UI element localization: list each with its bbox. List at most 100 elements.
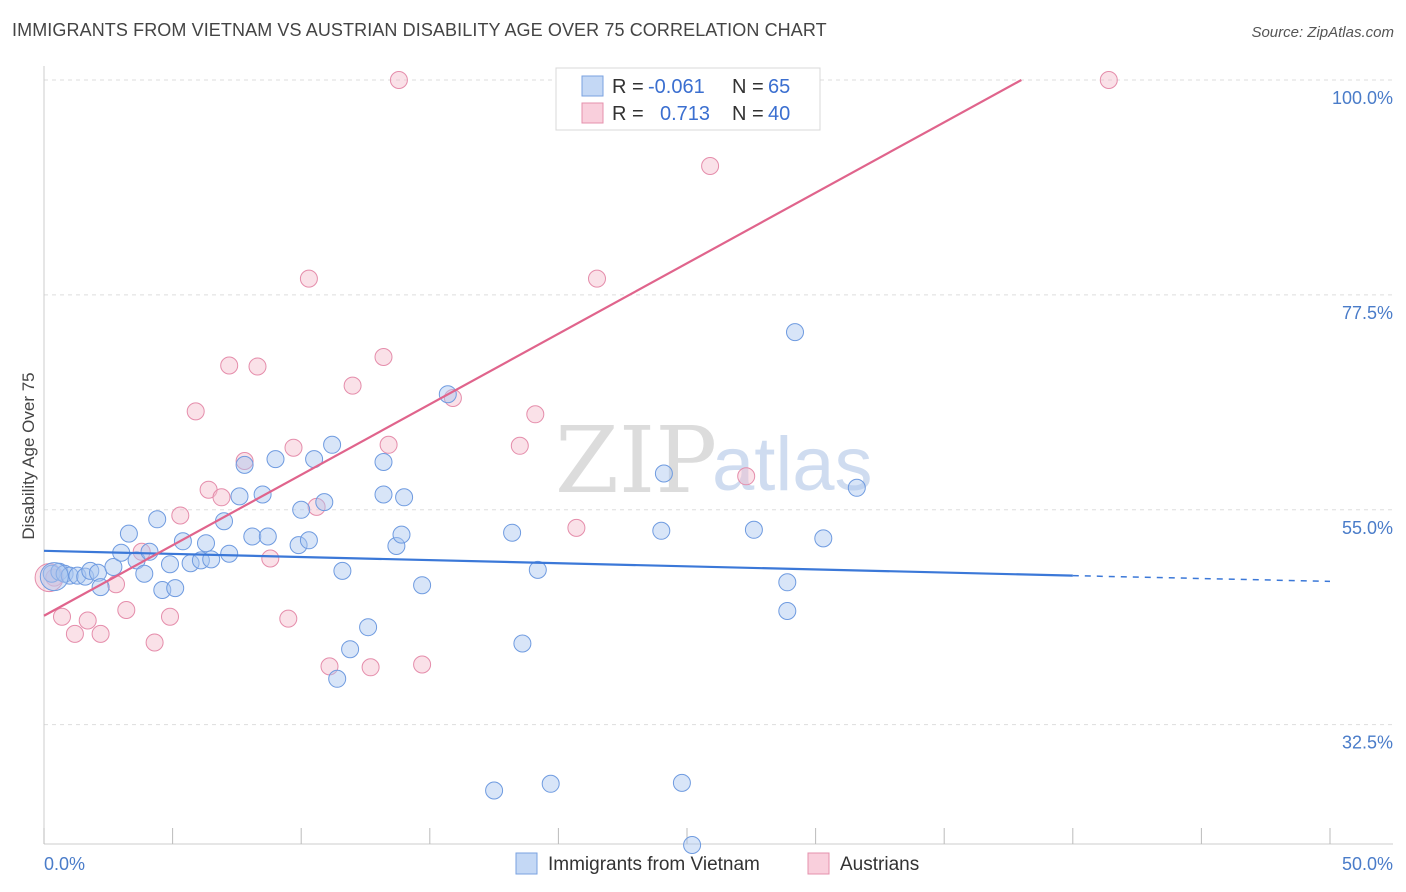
point-vietnam [374, 485, 393, 504]
point-austrians [186, 402, 205, 421]
point-vietnam [89, 563, 107, 582]
legend-n-value-austrians: 40 [768, 103, 790, 125]
point-austrians [65, 624, 84, 643]
point-austrians [1099, 71, 1118, 89]
x-tick-label-min: 0.0% [44, 854, 85, 874]
point-austrians [299, 269, 318, 288]
point-austrians [526, 405, 545, 424]
data-points [34, 71, 1118, 854]
point-austrians [413, 655, 432, 674]
point-austrians [145, 633, 164, 652]
point-austrians [701, 157, 720, 175]
point-vietnam [328, 669, 347, 688]
y-tick-label: 100.0% [1332, 88, 1393, 108]
point-vietnam [654, 464, 673, 483]
point-vietnam [148, 510, 167, 529]
point-vietnam [786, 323, 804, 342]
point-austrians [91, 624, 110, 643]
point-vietnam [513, 634, 532, 653]
point-austrians [343, 376, 362, 395]
point-vietnam [847, 478, 866, 497]
y-tick-labels: 32.5% 55.0% 77.5% 100.0% [1332, 88, 1393, 753]
point-vietnam [119, 524, 138, 543]
point-vietnam [197, 534, 215, 553]
point-vietnam [202, 550, 221, 569]
point-vietnam [230, 487, 249, 506]
point-vietnam [485, 781, 504, 800]
point-vietnam [235, 455, 254, 474]
chart-source: Source: ZipAtlas.com [1251, 24, 1394, 41]
point-austrians [261, 549, 280, 568]
point-vietnam [161, 555, 179, 574]
point-vietnam [253, 485, 272, 504]
point-austrians [132, 542, 151, 561]
chart-title: IMMIGRANTS FROM VIETNAM VS AUSTRIAN DISA… [12, 20, 827, 40]
point-vietnam [315, 493, 334, 512]
point-vietnam [323, 435, 342, 454]
trend-line-vietnam [43, 549, 1073, 577]
point-vietnam [292, 500, 311, 519]
y-tick-label: 77.5% [1342, 303, 1393, 323]
point-vietnam [683, 836, 702, 854]
point-vietnam [135, 564, 154, 583]
gridlines [44, 79, 1393, 726]
axes [43, 66, 1393, 845]
trend-line-austrians [43, 79, 1022, 617]
point-vietnam [42, 564, 61, 583]
point-vietnam [299, 531, 318, 550]
point-austrians [53, 607, 71, 626]
point-austrians [588, 269, 606, 288]
legend-n-value-vietnam: 65 [768, 76, 790, 98]
point-vietnam [166, 579, 185, 598]
point-vietnam [503, 523, 522, 542]
point-austrians [510, 436, 529, 455]
y-axis-label: Disability Age Over 75 [19, 372, 38, 539]
point-vietnam [413, 576, 432, 595]
point-vietnam [266, 450, 285, 469]
correlation-legend: R = -0.061 N = 65 R = 0.713 N = 40 [555, 67, 821, 131]
point-vietnam [258, 527, 277, 546]
point-austrians [235, 452, 254, 470]
point-vietnam [652, 521, 671, 540]
point-austrians [374, 348, 393, 366]
point-austrians [567, 518, 586, 537]
series-legend-swatch-vietnam [515, 852, 538, 875]
legend-swatch-vietnam [581, 75, 604, 97]
y-tick-label: 32.5% [1342, 733, 1393, 753]
point-austrians [389, 71, 408, 89]
point-vietnam [289, 536, 308, 555]
point-austrians [379, 435, 398, 454]
point-vietnam [392, 525, 411, 544]
legend-n-label-vietnam: N = [732, 76, 764, 98]
trend-line-vietnam-extension [1072, 574, 1331, 583]
point-vietnam [814, 529, 833, 548]
point-vietnam [778, 602, 797, 620]
watermark-zip: ZIP [555, 407, 717, 514]
point-vietnam [744, 520, 763, 539]
point-vietnam [395, 488, 414, 507]
point-austrians [78, 611, 97, 630]
point-vietnam [778, 573, 797, 592]
point-vietnam [104, 558, 123, 576]
point-austrians [117, 601, 136, 619]
point-vietnam [341, 640, 360, 659]
point-austrians [279, 609, 298, 628]
point-vietnam [220, 544, 239, 563]
point-austrians [107, 575, 125, 594]
point-vietnam [387, 537, 406, 555]
point-vietnam [333, 561, 352, 580]
point-vietnam [39, 562, 69, 592]
legend-n-label-austrians: N = [732, 103, 764, 125]
point-vietnam [374, 453, 393, 471]
point-austrians [161, 607, 179, 626]
legend-r-value-vietnam: -0.061 [648, 76, 705, 98]
point-vietnam [243, 527, 262, 546]
legend-swatch-austrians [581, 102, 604, 124]
series-legend-swatch-austrians [807, 852, 830, 875]
point-austrians [212, 488, 231, 507]
x-tick-label-max: 50.0% [1342, 854, 1393, 874]
point-austrians [361, 658, 380, 677]
point-vietnam [359, 618, 378, 637]
y-tick-label: 55.0% [1342, 518, 1393, 538]
